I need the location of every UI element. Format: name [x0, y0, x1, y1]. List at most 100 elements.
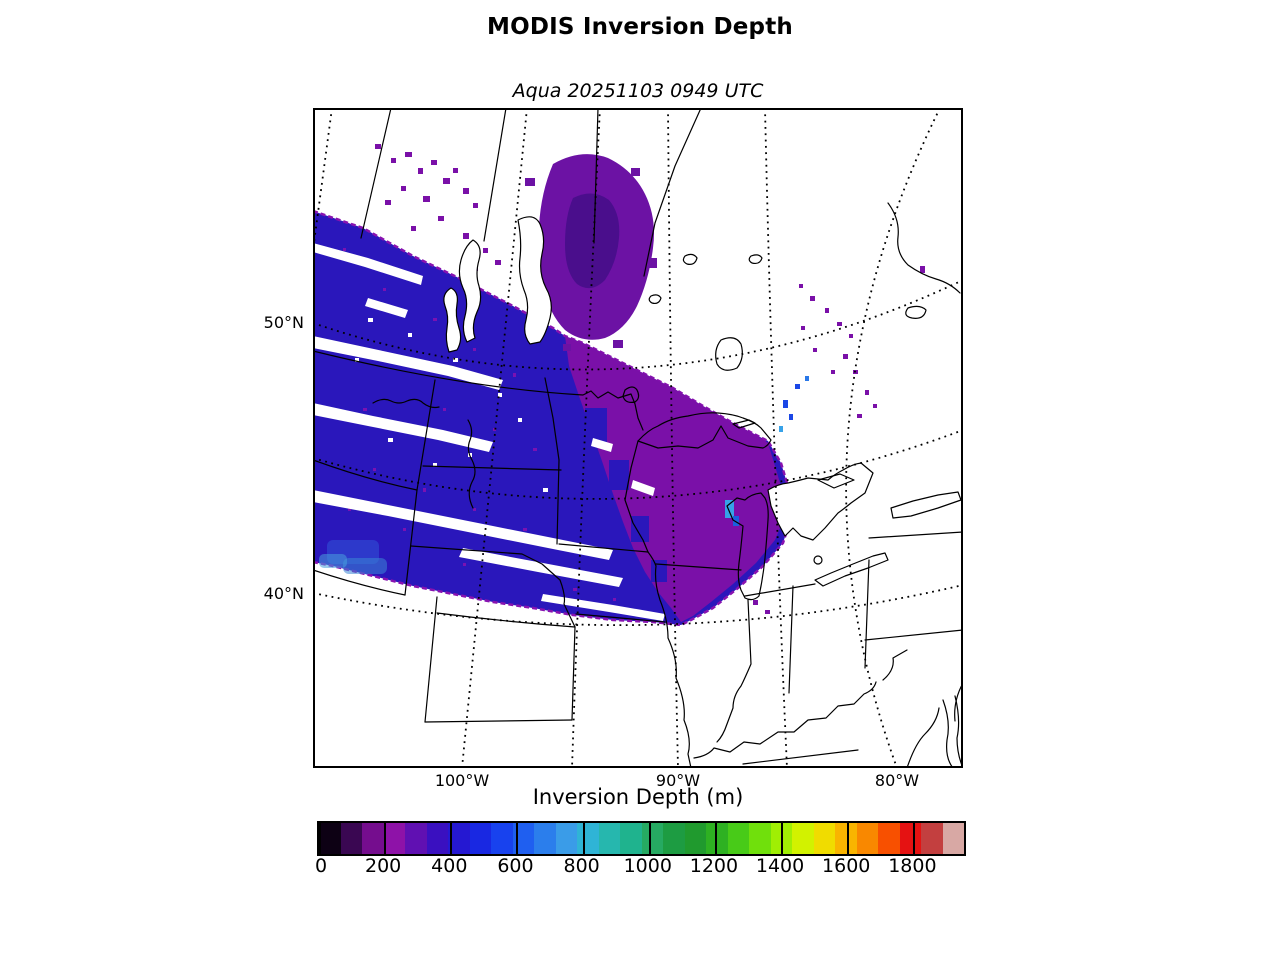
parallel-40n: [312, 584, 964, 626]
lake-winnipeg: [517, 216, 552, 345]
lat-tick-label-40n: 40°N: [263, 584, 304, 603]
border-nd-sd: [422, 465, 562, 471]
purple-specks-topleft: [375, 144, 501, 271]
border-wi-il: [655, 563, 742, 571]
border-sk-mb: [483, 107, 507, 242]
border-ia-mo: [575, 613, 666, 623]
colorbar-segment-7: [469, 823, 491, 854]
map-panel: [311, 107, 964, 769]
colorbar-tick-label-0: 0: [314, 855, 328, 877]
colorbar-tick-label-1000: 1000: [623, 855, 672, 877]
lake-manitoba: [443, 287, 462, 353]
colorbar-tick-600: [516, 823, 519, 854]
blue-cyan-specks: [725, 376, 809, 526]
colorbar-tick-1400: [781, 823, 784, 854]
lake-nipissing: [905, 305, 927, 319]
meridian-95w: [571, 107, 601, 769]
colorbar-segment-26: [878, 823, 900, 854]
border-in-oh: [788, 585, 794, 694]
lake-huron: [767, 462, 874, 541]
colorbar-tick-label-800: 800: [563, 855, 600, 877]
manitoulin-island: [817, 473, 855, 489]
swath-purple-manitoba-core: [565, 193, 620, 289]
colorbar-tick-label-1600: 1600: [822, 855, 871, 877]
colorbar-tick-400: [450, 823, 453, 854]
colorbar-tick-label-1400: 1400: [755, 855, 805, 877]
lake-nipigon: [715, 337, 743, 371]
border-us-canada: [312, 350, 644, 431]
colorbar-segment-29: [942, 823, 964, 854]
colorbar-tick-0: [319, 823, 321, 854]
meridian-85w: [764, 107, 788, 769]
colorbar-segment-14: [620, 823, 642, 854]
isle-royale: [732, 419, 756, 429]
border-pa-md: [864, 629, 964, 641]
border-mi-south: [744, 583, 816, 597]
chesapeake-bay-1: [942, 699, 954, 769]
colorbar-tick-800: [582, 823, 585, 854]
border-pa-ny: [868, 531, 964, 539]
border-oh-pa: [864, 559, 870, 669]
blue-patches-in-purple: [585, 408, 667, 582]
colorbar-title: Inversion Depth (m): [532, 785, 744, 809]
border-mb-on: [593, 107, 599, 244]
colorbar-segment-28: [921, 823, 943, 854]
colorbar-segment-1: [340, 823, 362, 854]
parallel-50n: [312, 279, 964, 371]
lake-ontario: [890, 491, 962, 519]
lon-tick-label-100w: 100°W: [434, 771, 490, 790]
colorbar-segment-11: [555, 823, 577, 854]
inversion-depth-swath: [311, 144, 925, 627]
colorbar-tick-label-600: 600: [497, 855, 534, 877]
meridian-80w: [845, 107, 941, 769]
figure-subtitle: Aqua 20251103 0949 UTC: [512, 80, 764, 102]
lake-st-clair: [813, 555, 823, 565]
border-on-river: [643, 107, 702, 277]
graticule: [312, 107, 964, 769]
river-ottawa: [887, 202, 961, 294]
colorbar-segment-27: [899, 823, 921, 854]
border-wi-mn: [624, 440, 649, 553]
river-ohio: [693, 681, 877, 759]
colorbar: [317, 821, 966, 856]
colorbar-tick-1200: [714, 823, 717, 854]
colorbar-tick-200: [384, 823, 387, 854]
border-ab-sk: [360, 107, 392, 239]
colorbar-tick-label-200: 200: [365, 855, 402, 877]
cloud-gap-streaks: [313, 243, 665, 621]
border-wy-east: [404, 489, 418, 596]
colorbar-segment-12: [577, 823, 599, 854]
colorbar-segment-5: [426, 823, 448, 854]
colorbar-segment-0: [319, 823, 341, 854]
lakes: [443, 216, 962, 601]
colorbar-segment-20: [749, 823, 771, 854]
colorbar-segment-6: [448, 823, 470, 854]
colorbar-segment-24: [835, 823, 857, 854]
swath-lightblue-tint: [319, 540, 387, 574]
lon-tick-label-90w: 90°W: [655, 771, 701, 790]
border-ks-mo: [571, 626, 576, 721]
colorbar-tick-1000: [648, 823, 651, 854]
lake-of-the-woods: [622, 386, 640, 403]
river-mississippi: [647, 551, 692, 769]
colorbar-segment-13: [598, 823, 620, 854]
figure-title: MODIS Inversion Depth: [486, 14, 793, 40]
swath-purple-east: [565, 336, 785, 622]
border-ne-ks: [436, 612, 576, 628]
colorbar-segment-23: [813, 823, 835, 854]
lake-winnipegosis: [458, 239, 482, 343]
river-missouri-mt: [372, 398, 440, 409]
lake-michigan: [726, 492, 769, 601]
small-lake-2: [648, 294, 662, 305]
colorbar-tick-label-400: 400: [431, 855, 468, 877]
colorbar-segment-17: [684, 823, 706, 854]
map-canvas: [311, 107, 964, 769]
border-wv-va-2: [906, 707, 940, 769]
colorbar-segment-10: [534, 823, 556, 854]
border-sd-ne-missouri: [410, 545, 576, 628]
border-mt-wy: [312, 459, 418, 491]
border-ky-tn: [742, 749, 859, 765]
colorbar-tick-1800: [913, 823, 916, 854]
lake-superior: [637, 412, 772, 449]
colorbar-tick-label-1800: 1800: [888, 855, 937, 877]
